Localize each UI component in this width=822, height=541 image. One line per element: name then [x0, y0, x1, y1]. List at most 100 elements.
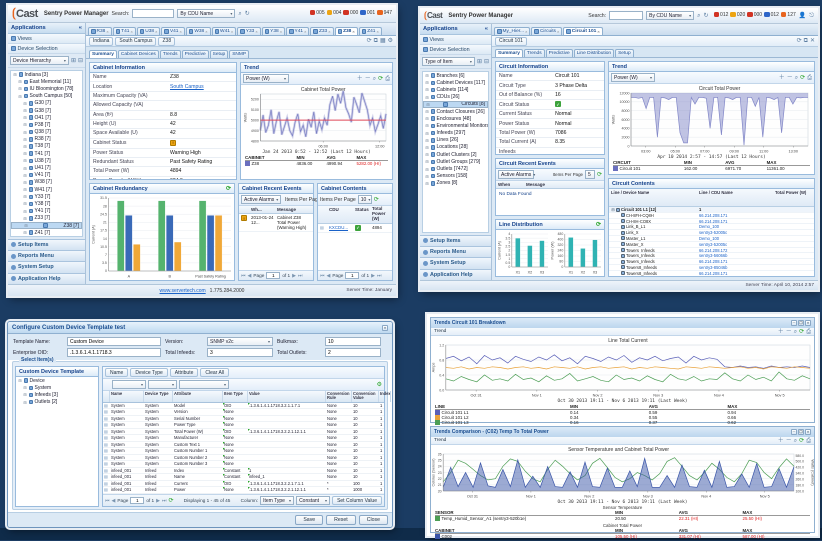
tab-setup[interactable]: Setup: [210, 50, 229, 58]
tree-expand-icon[interactable]: ⊞: [425, 73, 429, 78]
first-page-icon[interactable]: ⏮: [241, 273, 246, 279]
tree-expand-icon[interactable]: ⊞: [23, 392, 27, 397]
tree-expand-icon[interactable]: ⊞: [23, 151, 27, 156]
tree-expand-icon[interactable]: ⊞: [425, 145, 429, 150]
trend-series-select[interactable]: Power (W)▾: [243, 74, 289, 83]
tab-summary[interactable]: Summary: [89, 50, 117, 58]
close-icon[interactable]: ✕: [810, 38, 815, 44]
column-value-select[interactable]: Constant▾: [296, 496, 330, 505]
tree-item[interactable]: ⊞U38 [7]: [11, 157, 82, 164]
save-button[interactable]: Save: [295, 515, 323, 525]
search-filter-select[interactable]: By CDU Name▾: [646, 11, 694, 20]
search-go-icon[interactable]: ⌕: [697, 13, 700, 19]
popout-icon[interactable]: ⧉: [374, 38, 378, 44]
status-counter[interactable]: 005: [310, 10, 325, 16]
tree-expand-icon[interactable]: ⊞: [23, 194, 27, 199]
alarm-filter-select[interactable]: Active Alarms▾: [498, 170, 534, 179]
cdu-name-cell[interactable]: sentry3-56066b: [699, 253, 775, 258]
tree-item[interactable]: ⊞East Memorial [11]: [11, 78, 82, 85]
tree-item[interactable]: ⊞V41 [7]: [11, 172, 82, 179]
tree-expand-icon[interactable]: ⊞: [23, 108, 27, 113]
close-icon[interactable]: ×: [805, 320, 811, 326]
tree-expand-icon[interactable]: ⊞: [425, 131, 429, 136]
tab-line-distribution[interactable]: Line Distribution: [574, 49, 614, 57]
close-icon[interactable]: ×: [106, 29, 108, 34]
tree-item[interactable]: ⊞Z38 [7]: [11, 222, 82, 229]
logout-icon[interactable]: ⎋: [809, 13, 814, 19]
tree-expand-icon[interactable]: ⊞: [23, 187, 27, 192]
next-page-icon[interactable]: ▶: [371, 273, 375, 279]
column-header[interactable]: Item Type: [223, 391, 248, 402]
tab-z33[interactable]: Z33×: [310, 27, 333, 35]
version-select[interactable]: SNMP v2c▾: [207, 337, 273, 346]
tree-expand-icon[interactable]: ⊞: [23, 166, 27, 171]
tree-expand-icon[interactable]: ⊞: [425, 152, 429, 157]
tab-my-hier-[interactable]: My_Hier...×: [494, 27, 530, 35]
close-icon[interactable]: ×: [304, 29, 306, 34]
column-header[interactable]: Line / Device Name: [611, 190, 699, 205]
zoom-in-icon[interactable]: ＋: [357, 76, 363, 82]
device-type-button[interactable]: Device Type: [130, 368, 167, 377]
template-name-input[interactable]: [67, 337, 161, 346]
collapse-all-icon[interactable]: ⊟: [484, 59, 489, 65]
website-link[interactable]: www.servertech.com: [160, 288, 206, 294]
print-icon[interactable]: ⎙: [807, 75, 812, 81]
refresh-icon[interactable]: ⟳: [378, 76, 383, 82]
contents-row[interactable]: ▤ KXCDU... ✓ 4894: [318, 224, 392, 233]
print-icon[interactable]: ⎙: [385, 76, 390, 82]
search-go-icon[interactable]: ⌕: [238, 11, 241, 17]
breadcrumb-item[interactable]: Circuit 101: [495, 37, 527, 46]
first-page-icon[interactable]: ⏮: [320, 273, 325, 279]
tree-item[interactable]: ⊞Outlet Clusters [2]: [423, 151, 488, 158]
tree-item[interactable]: ⊞Outlets [7472]: [423, 165, 488, 172]
tree-expand-icon[interactable]: ⊞: [23, 209, 27, 214]
first-page-icon[interactable]: ⏮: [105, 498, 110, 504]
attribute-filter-select[interactable]: ▾: [179, 380, 229, 389]
prev-page-icon[interactable]: ◀: [248, 273, 252, 279]
tree-expand-icon[interactable]: ⊞: [23, 173, 27, 178]
close-icon[interactable]: ×: [557, 29, 559, 34]
cdu-name-cell[interactable]: 66.214.208.171: [699, 213, 775, 218]
tree-expand-icon[interactable]: ⊞: [425, 123, 429, 128]
bulkmax-input[interactable]: [325, 337, 381, 346]
tree-item[interactable]: ⊞P38 [7]: [11, 121, 82, 128]
sidebar-header[interactable]: Applications«: [8, 23, 85, 34]
cdu-name-cell[interactable]: Demo_100: [699, 224, 775, 229]
tab-w38[interactable]: W38×: [186, 27, 211, 35]
accordion-setup-items[interactable]: Setup Items: [8, 239, 85, 250]
tree-expand-icon[interactable]: ⊞: [23, 385, 27, 390]
cdu-name-cell[interactable]: Demo_100: [699, 236, 775, 241]
accordion-reports-menu[interactable]: Reports Menu: [420, 246, 491, 257]
zoom-in-icon[interactable]: ＋: [778, 329, 784, 335]
page-input[interactable]: [345, 272, 359, 279]
tree-expand-icon[interactable]: ⊞: [425, 167, 429, 172]
close-icon[interactable]: ×: [155, 29, 157, 34]
tree-item[interactable]: ⊞Y33 [7]: [11, 193, 82, 200]
zoom-in-icon[interactable]: ＋: [778, 438, 784, 444]
page-input[interactable]: [130, 497, 144, 504]
magnifier-icon[interactable]: ⌕: [794, 438, 797, 444]
total-outlets-input[interactable]: [325, 348, 381, 357]
column-header[interactable]: [103, 391, 110, 402]
tree-expand-icon[interactable]: ⊞: [425, 138, 429, 143]
last-page-icon[interactable]: ⏭: [377, 273, 382, 279]
column-header[interactable]: Message: [277, 207, 311, 212]
sidebar-item-views[interactable]: Views: [8, 34, 85, 44]
column-header[interactable]: Conversion Value: [352, 391, 379, 402]
column-header[interactable]: CDU: [329, 207, 353, 222]
items-per-page-select[interactable]: 5: [585, 170, 595, 179]
sidebar-header[interactable]: Applications«: [420, 24, 491, 35]
tree-expand-icon[interactable]: ⊞: [23, 158, 27, 163]
status-counter[interactable]: 020: [730, 12, 745, 18]
reset-icon[interactable]: ↻: [245, 11, 250, 17]
tree-expand-icon[interactable]: ⊞: [23, 180, 27, 185]
column-header[interactable]: Name: [110, 391, 144, 402]
close-icon[interactable]: ×: [231, 29, 233, 34]
tree-item[interactable]: ⊞T38 [7]: [11, 143, 82, 150]
tab-circuit-101[interactable]: Circuit 101×: [563, 27, 602, 35]
zoom-out-icon[interactable]: －: [787, 75, 793, 81]
tree-expand-icon[interactable]: ⊞: [425, 174, 429, 179]
tab-r38[interactable]: R38×: [88, 27, 112, 35]
accordion-application-help[interactable]: Application Help: [8, 273, 85, 284]
